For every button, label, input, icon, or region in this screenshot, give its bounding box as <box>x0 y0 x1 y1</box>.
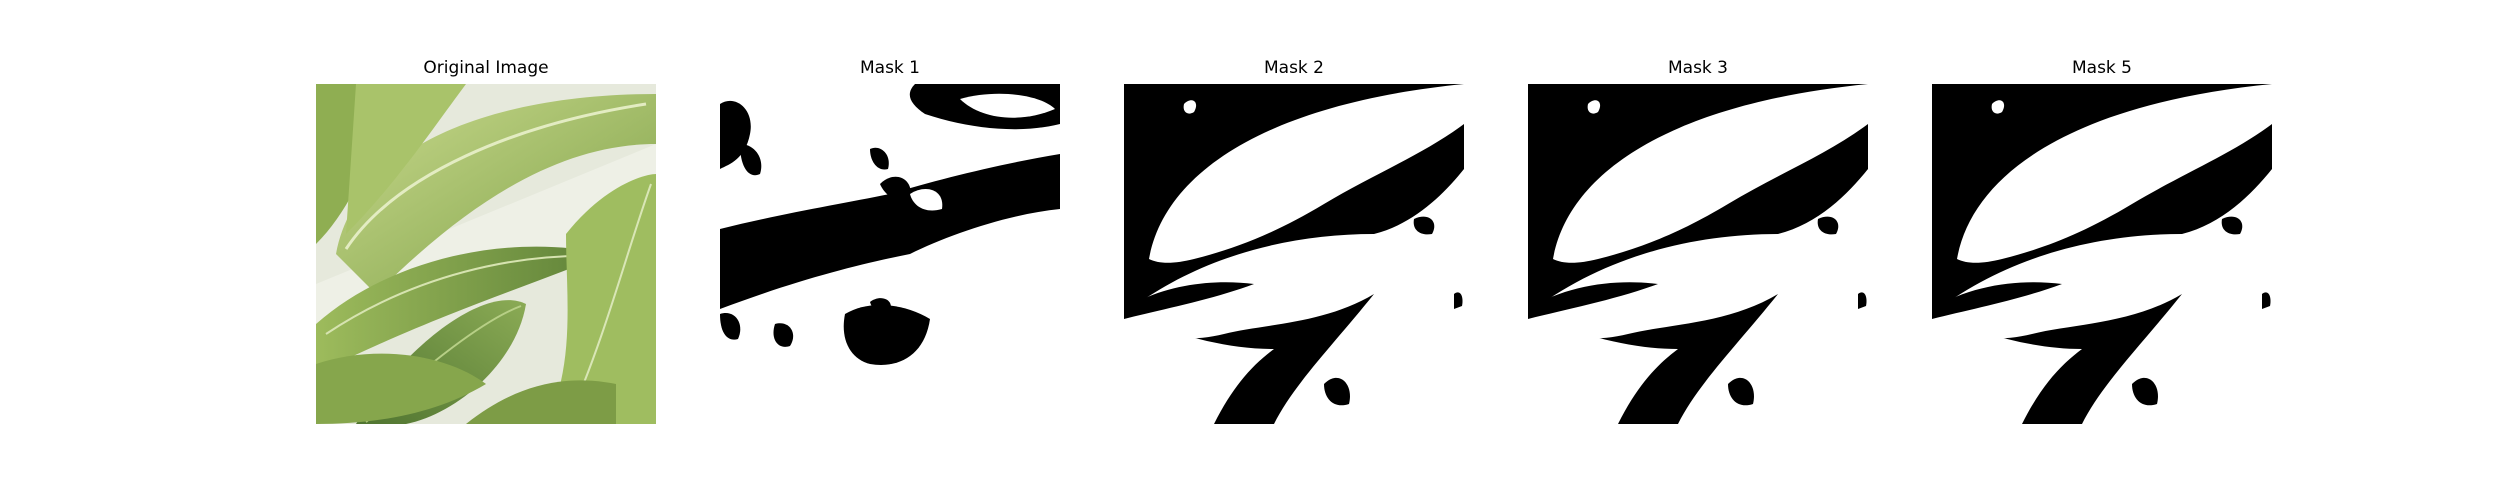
mask-5-image <box>1932 84 2272 424</box>
mask-2-image <box>1124 84 1464 424</box>
mask-1-image <box>720 84 1060 424</box>
panel-title: Mask 3 <box>1667 58 1728 78</box>
original-leaf-photo <box>316 84 656 424</box>
panel-title: Original Image <box>423 58 549 78</box>
panel-title: Mask 2 <box>1263 58 1324 78</box>
panel-title: Mask 1 <box>859 58 920 78</box>
mask-3-image <box>1528 84 1868 424</box>
panel-title: Mask 5 <box>2071 58 2132 78</box>
